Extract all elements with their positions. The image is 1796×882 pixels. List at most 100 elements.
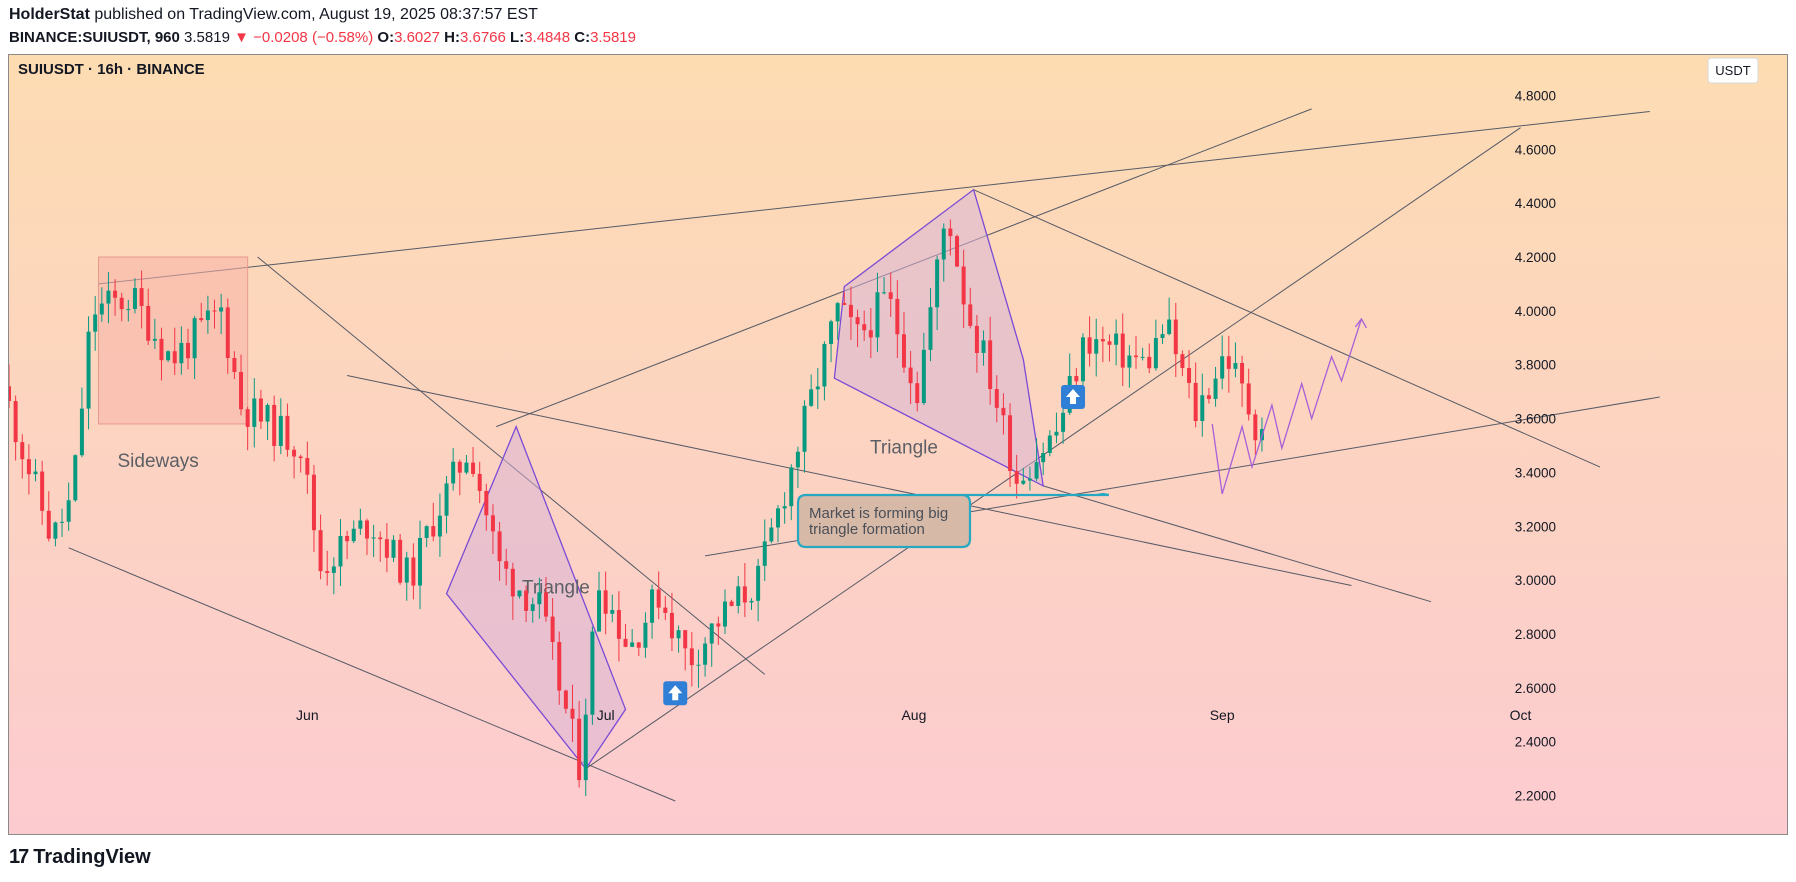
down-arrow-icon: ▼: [234, 29, 249, 46]
candle-body: [477, 473, 482, 491]
candle-body: [431, 526, 436, 537]
candle-body: [610, 610, 615, 614]
low-value: 3.4848: [524, 29, 571, 46]
price-tick-label: 4.8000: [1515, 88, 1556, 103]
candle-body: [384, 539, 389, 558]
price-tick-label: 4.4000: [1515, 196, 1556, 211]
candle-body: [1107, 341, 1112, 345]
candle-body: [159, 338, 164, 361]
candle-body: [1167, 319, 1172, 335]
projection-arrowhead: [1354, 317, 1367, 329]
candle-body: [212, 310, 217, 312]
candle-body: [815, 386, 820, 390]
trendline: [68, 547, 676, 802]
price-tick-label: 2.8000: [1515, 627, 1556, 642]
candle-body: [378, 537, 383, 540]
price-tick-label: 3.0000: [1515, 573, 1556, 588]
candle-body: [941, 228, 946, 260]
price-tick-label: 3.8000: [1515, 358, 1556, 373]
candle-body: [709, 623, 714, 644]
candle-body: [616, 610, 621, 639]
arrow-glyph: [1066, 389, 1081, 405]
price-tick-label: 2.2000: [1515, 789, 1556, 804]
callout-line-2: triangle formation: [809, 521, 925, 538]
chart-title: SUIUSDT · 16h · BINANCE: [18, 61, 205, 78]
candle-body: [126, 309, 131, 311]
callout-line-1: Market is forming big: [809, 505, 948, 522]
candle-body: [152, 338, 157, 341]
candle-body: [683, 630, 688, 649]
candle-body: [40, 471, 45, 511]
candle-body: [93, 314, 98, 332]
candle-body: [258, 398, 263, 422]
candle-body: [497, 531, 502, 562]
published-text: published on TradingView.com, August 19,…: [94, 6, 538, 23]
price-tick-label: 3.6000: [1515, 412, 1556, 427]
time-axis: Jun Jul Aug Sep Oct: [296, 707, 1531, 723]
candle-body: [46, 510, 51, 539]
candle-body: [1206, 395, 1211, 399]
candle-body: [689, 648, 694, 666]
candle-body: [99, 303, 104, 315]
candle-body: [1001, 407, 1006, 416]
candle-body: [371, 537, 376, 539]
chart-panel[interactable]: Sideways Triangle Triangle Market is formi…: [8, 54, 1788, 835]
candle-body: [471, 462, 476, 474]
candle-body: [955, 236, 960, 267]
arrow-glyph: [668, 685, 683, 701]
candle-body: [776, 508, 781, 528]
candle-body: [769, 527, 774, 542]
candle-body: [961, 266, 966, 305]
price-tick-label: 3.4000: [1515, 465, 1556, 480]
candle-body: [530, 604, 535, 611]
candle-body: [722, 601, 727, 627]
candle-body: [1193, 382, 1198, 421]
candle-body: [663, 607, 668, 613]
candle-body: [66, 500, 71, 522]
candle-body: [418, 537, 423, 586]
candle-body: [968, 304, 973, 326]
candle-body: [1220, 356, 1225, 379]
candle-body: [1246, 383, 1251, 415]
candle-body: [736, 586, 741, 606]
candle-body: [742, 586, 747, 603]
currency-button[interactable]: USDT: [1707, 57, 1759, 84]
candle-body: [782, 506, 787, 509]
author-name[interactable]: HolderStat: [9, 6, 90, 23]
time-tick-label: Aug: [901, 707, 926, 723]
candle-body: [756, 565, 761, 601]
candle-body: [537, 592, 542, 605]
candle-body: [13, 401, 18, 443]
candle-body: [1127, 355, 1132, 368]
candle-body: [113, 290, 118, 298]
candle-body: [252, 398, 257, 427]
candle-body: [1187, 367, 1192, 383]
candle-body: [895, 298, 900, 335]
price-tick-label: 4.2000: [1515, 250, 1556, 265]
candle-body: [848, 304, 853, 318]
price-chart[interactable]: Sideways Triangle Triangle Market is formi…: [9, 55, 1788, 835]
close-value: 3.5819: [590, 29, 636, 46]
candle-body: [557, 641, 562, 691]
candle-body: [1134, 355, 1139, 358]
candle-body: [822, 343, 827, 387]
close-label: C:: [574, 29, 591, 46]
price-tick-label: 2.6000: [1515, 681, 1556, 696]
candle-body: [139, 288, 144, 306]
candle-body: [868, 330, 873, 338]
tradingview-footer[interactable]: 17 TradingView: [9, 846, 151, 869]
chart-background: [9, 55, 1787, 834]
candle-body: [225, 307, 230, 359]
candle-body: [9, 386, 11, 402]
candle-body: [199, 318, 204, 321]
candle-body: [809, 389, 814, 406]
candle-body: [311, 474, 316, 531]
candle-body: [1120, 333, 1125, 368]
candle-body: [265, 404, 270, 422]
candle-body: [79, 408, 84, 456]
trendline: [973, 189, 1601, 468]
candle-body: [669, 612, 674, 639]
pattern-drawings: Sideways Triangle Triangle: [97, 188, 1045, 770]
candle-body: [988, 340, 993, 390]
candle-body: [623, 638, 628, 647]
